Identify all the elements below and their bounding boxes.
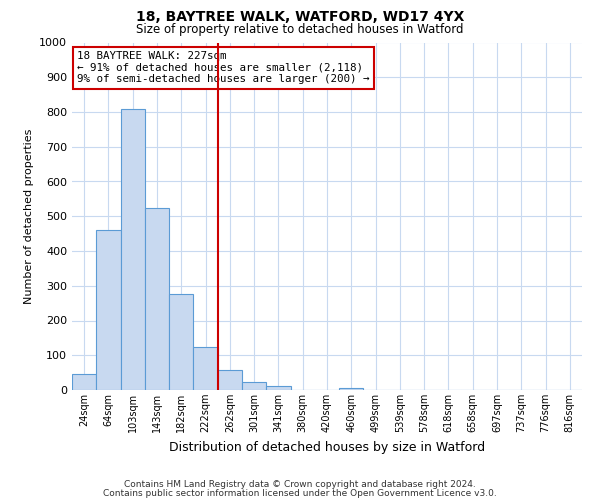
Bar: [339, 388, 364, 390]
Bar: [121, 108, 145, 390]
Bar: [266, 386, 290, 390]
Text: Contains public sector information licensed under the Open Government Licence v3: Contains public sector information licen…: [103, 488, 497, 498]
Bar: [218, 370, 242, 390]
X-axis label: Distribution of detached houses by size in Watford: Distribution of detached houses by size …: [169, 440, 485, 454]
Bar: [242, 382, 266, 390]
Bar: [193, 346, 218, 390]
Y-axis label: Number of detached properties: Number of detached properties: [23, 128, 34, 304]
Bar: [72, 374, 96, 390]
Bar: [169, 294, 193, 390]
Bar: [145, 208, 169, 390]
Bar: [96, 230, 121, 390]
Text: Contains HM Land Registry data © Crown copyright and database right 2024.: Contains HM Land Registry data © Crown c…: [124, 480, 476, 489]
Text: 18, BAYTREE WALK, WATFORD, WD17 4YX: 18, BAYTREE WALK, WATFORD, WD17 4YX: [136, 10, 464, 24]
Text: Size of property relative to detached houses in Watford: Size of property relative to detached ho…: [136, 22, 464, 36]
Text: 18 BAYTREE WALK: 227sqm
← 91% of detached houses are smaller (2,118)
9% of semi-: 18 BAYTREE WALK: 227sqm ← 91% of detache…: [77, 51, 370, 84]
